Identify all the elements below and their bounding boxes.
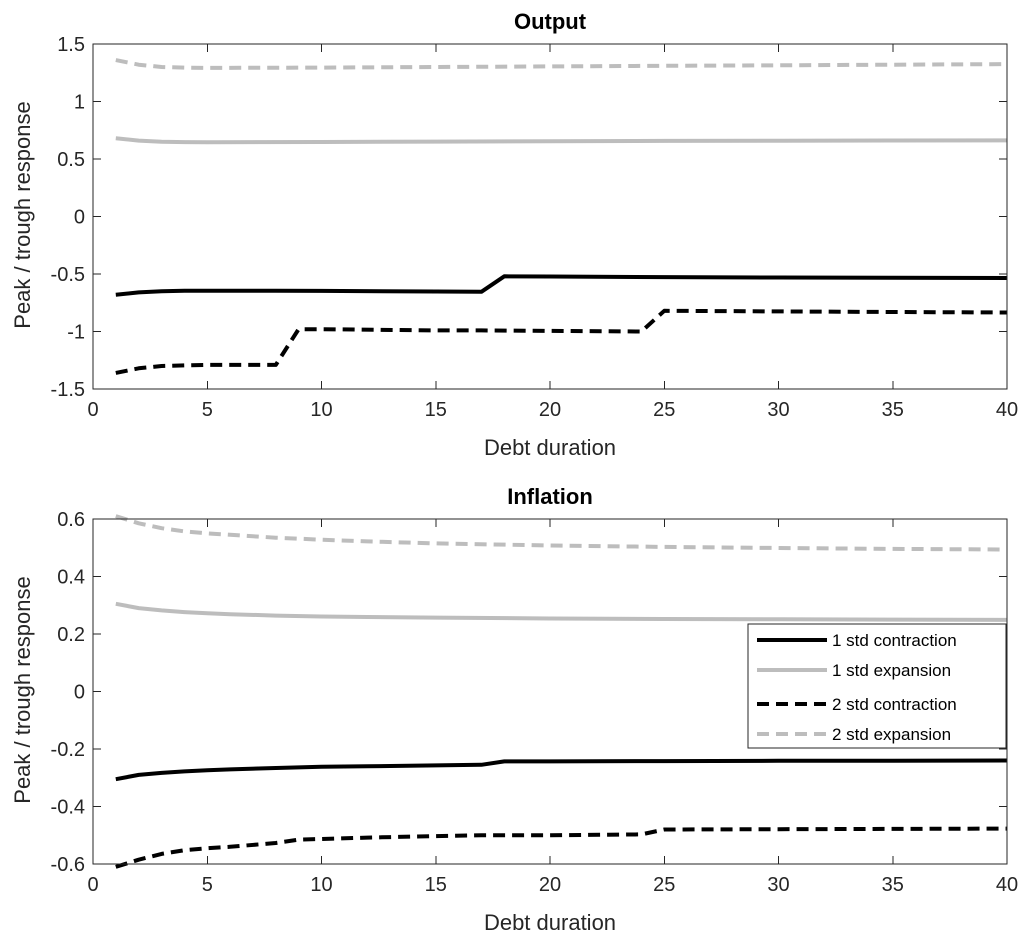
inflation-x-tick-label: 25 <box>653 874 675 896</box>
inflation-y-tick-label: 0.4 <box>57 567 85 589</box>
inflation-y-tick-label: -0.6 <box>51 854 85 876</box>
inflation-x-axis-label: Debt duration <box>484 910 616 934</box>
inflation-x-tick-label: 30 <box>767 874 789 896</box>
legend-label-2-std-contraction: 2 std contraction <box>832 695 957 714</box>
output-series-1-std-expansion <box>115 136 1008 145</box>
output-x-axis-label: Debt duration <box>484 435 616 460</box>
output-x-tick-label: 40 <box>996 399 1018 421</box>
legend-label-1-std-contraction: 1 std contraction <box>832 631 957 650</box>
output-series-2-std-expansion <box>115 58 1008 70</box>
output-x-tick-label: 0 <box>87 399 98 421</box>
inflation-y-tick-label: 0.6 <box>57 509 85 531</box>
output-y-tick-label: 1 <box>74 92 85 114</box>
legend-box <box>747 623 1007 749</box>
output-x-tick-label: 10 <box>310 399 332 421</box>
inflation-x-tick-label: 5 <box>202 874 213 896</box>
inflation-y-tick-label: 0 <box>74 682 85 704</box>
inflation-y-axis-label: Peak / trough response <box>10 576 35 803</box>
inflation-x-tick-label: 15 <box>425 874 447 896</box>
legend: 1 std contraction 1 std expansion 2 std … <box>747 623 1007 749</box>
output-x-tick-label: 15 <box>425 399 447 421</box>
inflation-x-tick-label: 35 <box>882 874 904 896</box>
output-y-tick-label: 0.5 <box>57 149 85 171</box>
legend-label-2-std-expansion: 2 std expansion <box>832 725 951 744</box>
output-series-1-std-contraction <box>115 274 1008 297</box>
inflation-y-tick-label: 0.2 <box>57 624 85 646</box>
inflation-panel: Inflation Debt duration Peak / trough re… <box>10 484 1018 934</box>
output-x-tick-label: 5 <box>202 399 213 421</box>
output-x-tick-label: 30 <box>767 399 789 421</box>
inflation-x-tick-label: 40 <box>996 874 1018 896</box>
output-y-tick-label: 1.5 <box>57 34 85 56</box>
output-series-2-std-contraction <box>115 308 1008 375</box>
inflation-x-tick-label: 10 <box>310 874 332 896</box>
inflation-title: Inflation <box>507 484 593 509</box>
inflation-x-tick-label: 0 <box>87 874 98 896</box>
output-x-tick-label: 25 <box>653 399 675 421</box>
output-y-axis-label: Peak / trough response <box>10 101 35 328</box>
inflation-y-tick-label: -0.2 <box>51 739 85 761</box>
output-y-tick-label: -1.5 <box>51 379 85 401</box>
output-y-tick-label: 0 <box>74 207 85 229</box>
output-y-tick-label: -0.5 <box>51 264 85 286</box>
inflation-series <box>115 514 1008 869</box>
output-x-tick-label: 35 <box>882 399 904 421</box>
legend-label-1-std-expansion: 1 std expansion <box>832 661 951 680</box>
output-x-tick-label: 20 <box>539 399 561 421</box>
inflation-series-2-std-contraction <box>115 826 1008 869</box>
output-title: Output <box>514 9 587 34</box>
inflation-y-tick-label: -0.4 <box>51 797 85 819</box>
inflation-axes-frame <box>92 518 1008 865</box>
output-axes-frame <box>92 43 1008 390</box>
inflation-x-tick-label: 20 <box>539 874 561 896</box>
inflation-ticks: 0 5 10 15 20 25 30 35 40 -0.6 -0.4 -0.2 0 0.2 0.4 0.6 <box>51 509 1019 896</box>
inflation-series-1-std-contraction <box>115 758 1008 782</box>
output-ticks: 0 5 10 15 20 25 30 35 40 -1.5 -1 -0.5 0 0.5 1 1.5 <box>51 34 1019 421</box>
output-series <box>115 58 1008 375</box>
inflation-series-2-std-expansion <box>115 514 1008 552</box>
output-panel: Output Debt duration Peak / trough respo… <box>10 9 1018 460</box>
output-y-tick-label: -1 <box>67 322 85 344</box>
inflation-series-1-std-expansion <box>115 601 1008 622</box>
